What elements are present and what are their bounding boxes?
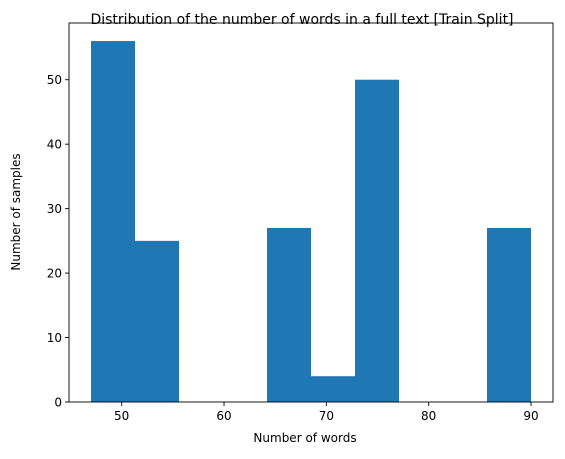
y-axis-ticks: 0 10 20 30 40 50 <box>47 73 69 410</box>
x-tick-label: 50 <box>114 409 129 423</box>
x-axis-label: Number of words <box>253 431 356 445</box>
histogram-bar <box>355 79 399 402</box>
chart-title: Distribution of the number of words in a… <box>90 12 513 28</box>
y-tick-label: 40 <box>47 138 62 152</box>
histogram-bar <box>91 41 135 403</box>
histogram-bar <box>487 227 531 402</box>
x-tick-label: 60 <box>216 409 231 423</box>
plot-frame <box>68 22 554 403</box>
y-tick-label: 10 <box>47 331 62 345</box>
y-tick-label: 30 <box>47 202 62 216</box>
x-axis-ticks: 50 60 70 80 90 <box>114 402 539 423</box>
y-axis-label: Number of samples <box>9 153 23 270</box>
histogram-bar <box>135 240 179 402</box>
histogram-bar <box>311 376 355 402</box>
histogram-bar <box>267 227 311 402</box>
y-tick-label: 50 <box>47 73 62 87</box>
x-tick-label: 70 <box>319 409 334 423</box>
y-tick-label: 0 <box>54 396 62 410</box>
x-tick-label: 90 <box>523 409 538 423</box>
y-tick-label: 20 <box>47 267 62 281</box>
bars-group <box>91 41 531 403</box>
x-tick-label: 80 <box>421 409 436 423</box>
